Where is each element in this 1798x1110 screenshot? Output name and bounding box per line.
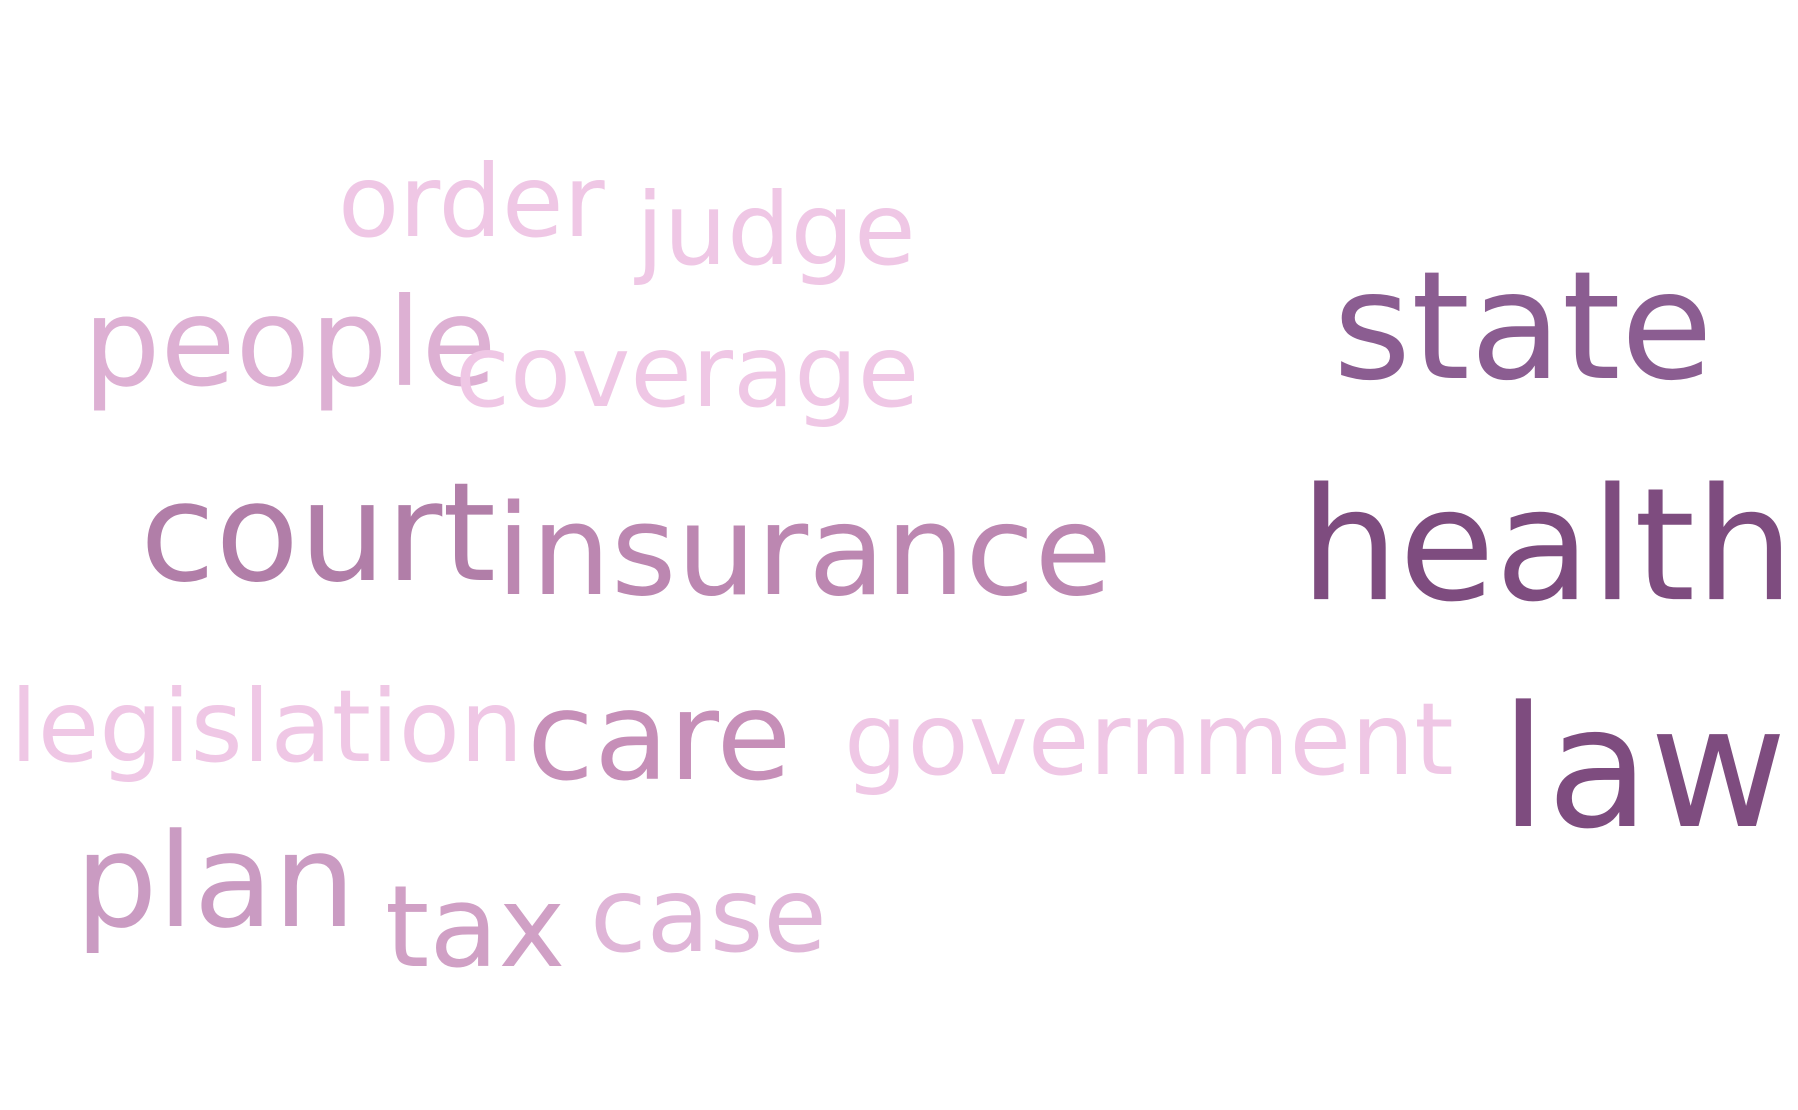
word-legislation: legislation xyxy=(10,668,524,785)
word-state: state xyxy=(1333,240,1713,414)
word-court: court xyxy=(140,454,497,613)
word-judge: judge xyxy=(636,171,916,288)
word-government: government xyxy=(844,681,1454,798)
word-plan: plan xyxy=(75,805,356,957)
word-tax: tax xyxy=(385,861,566,993)
word-people: people xyxy=(83,272,497,414)
word-insurance: insurance xyxy=(496,477,1113,624)
word-case: case xyxy=(590,856,827,976)
word-care: care xyxy=(527,666,792,808)
word-health: health xyxy=(1300,454,1795,637)
word-coverage: coverage xyxy=(455,313,920,430)
word-order: order xyxy=(338,143,605,260)
word-law: law xyxy=(1500,670,1788,866)
